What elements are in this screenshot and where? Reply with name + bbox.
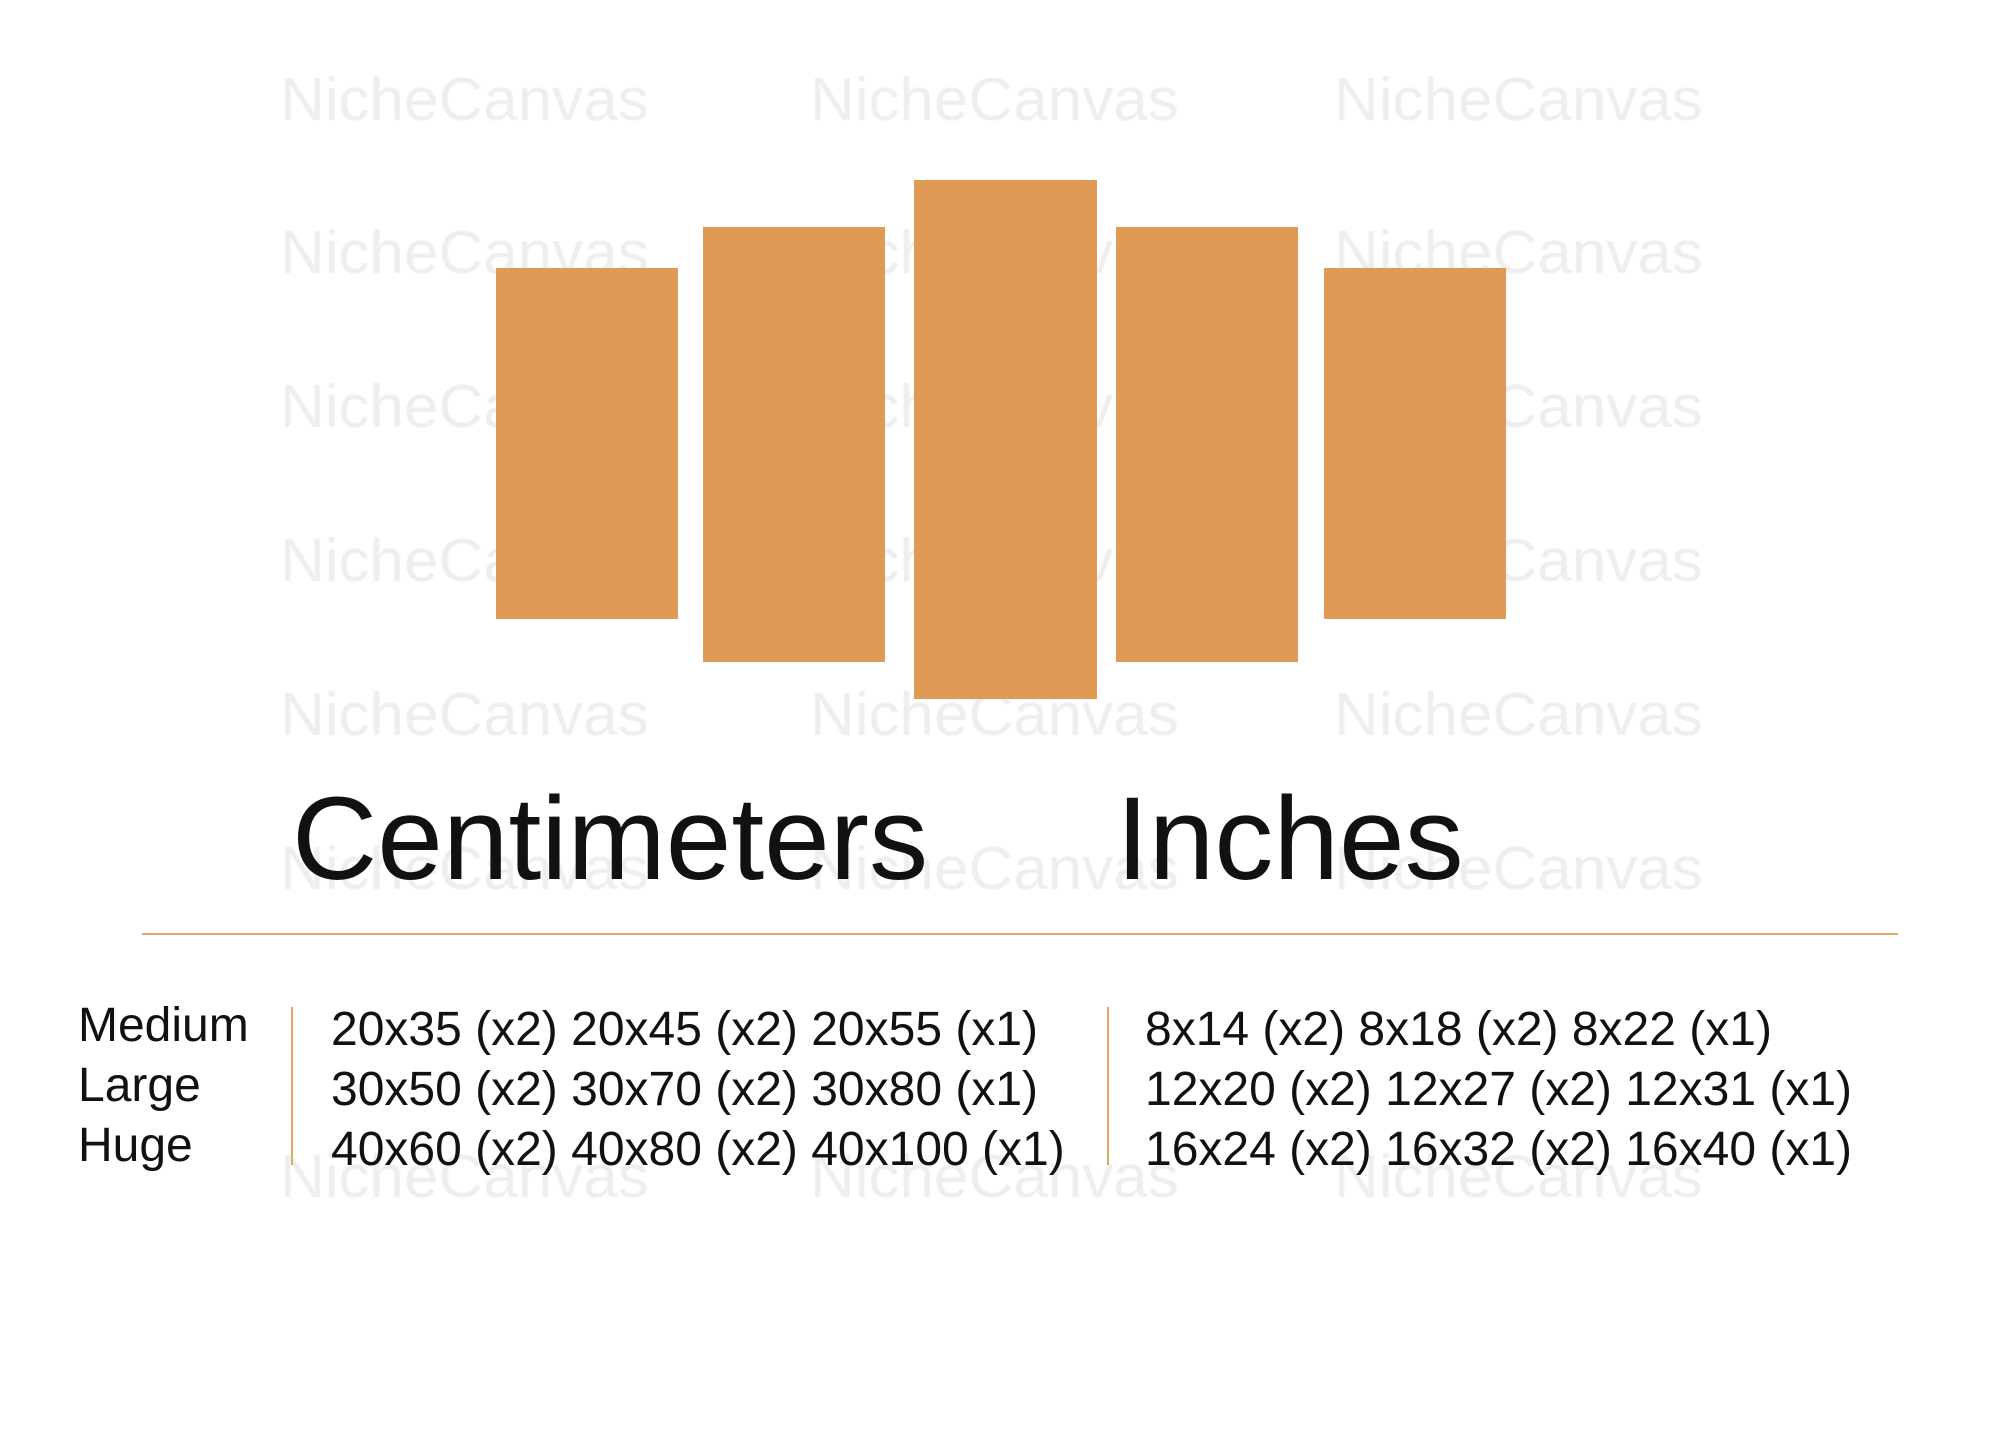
- canvas-panel-5: [1324, 268, 1506, 619]
- heading-centimeters: Centimeters: [292, 773, 929, 905]
- column-divider-1: [291, 1007, 293, 1165]
- heading-inches: Inches: [1116, 773, 1464, 905]
- size-label-medium: Medium: [78, 999, 249, 1052]
- canvas-panel-3: [914, 180, 1097, 699]
- divider-line: [142, 933, 1898, 935]
- size-in-medium: 8x14 (x2) 8x18 (x2) 8x22 (x1): [1145, 1003, 1772, 1056]
- size-label-huge: Huge: [78, 1119, 193, 1172]
- size-cm-large: 30x50 (x2) 30x70 (x2) 30x80 (x1): [331, 1063, 1039, 1116]
- size-in-large: 12x20 (x2) 12x27 (x2) 12x31 (x1): [1145, 1063, 1853, 1116]
- column-divider-2: [1107, 1007, 1109, 1165]
- canvas-panel-2: [703, 227, 885, 662]
- size-in-huge: 16x24 (x2) 16x32 (x2) 16x40 (x1): [1145, 1123, 1853, 1176]
- canvas-panel-4: [1116, 227, 1298, 662]
- size-cm-huge: 40x60 (x2) 40x80 (x2) 40x100 (x1): [331, 1123, 1065, 1176]
- size-label-large: Large: [78, 1059, 201, 1112]
- canvas-panel-1: [496, 268, 678, 619]
- size-cm-medium: 20x35 (x2) 20x45 (x2) 20x55 (x1): [331, 1003, 1039, 1056]
